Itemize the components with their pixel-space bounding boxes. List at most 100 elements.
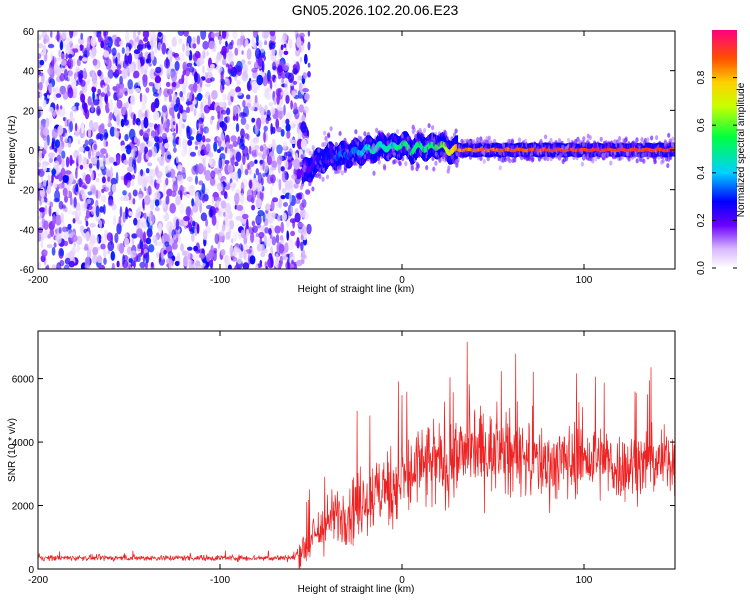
noise-cell — [132, 147, 138, 152]
noise-cell — [72, 104, 75, 111]
noise-cell — [44, 140, 48, 151]
noise-cell — [270, 185, 273, 196]
noise-cell — [147, 122, 154, 128]
noise-cell — [143, 37, 149, 42]
noise-cell — [198, 117, 204, 125]
noise-cell — [115, 83, 120, 94]
noise-cell — [298, 82, 303, 92]
noise-cell — [84, 139, 89, 147]
noise-cell — [227, 100, 232, 106]
noise-cell — [184, 67, 191, 77]
noise-cell — [185, 50, 190, 57]
noise-cell — [39, 72, 44, 77]
noise-cell — [67, 53, 73, 59]
noise-cell — [90, 101, 94, 113]
noise-cell — [159, 252, 162, 263]
noise-cell — [174, 56, 181, 61]
noise-cell — [234, 161, 239, 167]
noise-cell — [83, 202, 88, 209]
noise-cell — [99, 206, 104, 213]
noise-cell — [103, 128, 108, 141]
noise-cell — [158, 223, 163, 235]
noise-cell — [97, 69, 102, 77]
noise-cell — [220, 109, 227, 115]
colorbar-axis: 0.0 0.2 0.4 0.6 0.8 — [696, 70, 737, 275]
noise-cell — [76, 105, 79, 111]
noise-cell — [199, 78, 203, 88]
noise-cell — [185, 101, 193, 106]
signal-halo-cell — [376, 156, 381, 162]
noise-cell — [227, 163, 234, 174]
signal-halo-cell — [327, 160, 331, 166]
noise-cell — [42, 179, 47, 187]
noise-cell — [116, 114, 120, 126]
noise-cell — [226, 115, 231, 123]
noise-cell — [89, 222, 96, 228]
noise-cell — [276, 126, 282, 133]
noise-cell — [240, 31, 244, 37]
snr-series-line — [38, 341, 675, 569]
noise-cell — [38, 232, 42, 242]
noise-cell — [239, 138, 244, 144]
noise-cell — [216, 220, 219, 231]
noise-cell — [263, 131, 266, 143]
noise-cell — [64, 132, 68, 143]
noise-cell — [290, 100, 293, 110]
noise-cell — [215, 200, 220, 208]
signal-halo-cell — [376, 145, 380, 151]
noise-cell — [41, 197, 45, 203]
noise-cell — [171, 36, 177, 48]
noise-cell — [122, 190, 127, 196]
noise-cell — [210, 63, 215, 69]
noise-cell — [59, 72, 65, 82]
noise-cell — [177, 112, 181, 120]
signal-halo-cell — [477, 151, 481, 157]
noise-cell — [143, 195, 151, 206]
noise-cell — [235, 215, 243, 221]
y-tick-label: -40 — [20, 225, 35, 236]
noise-cell — [91, 86, 97, 93]
noise-cell — [264, 227, 270, 234]
signal-halo-cell — [400, 133, 404, 139]
noise-cell — [271, 144, 275, 153]
noise-cell — [202, 50, 206, 59]
noise-cell — [181, 74, 185, 84]
signal-halo-cell — [557, 138, 562, 144]
noise-cell — [166, 188, 173, 197]
noise-cell — [140, 247, 144, 255]
noise-cell — [49, 114, 52, 124]
noise-cell — [124, 237, 130, 248]
noise-cell — [254, 144, 260, 151]
signal-halo-cell — [609, 160, 613, 166]
signal-halo-cell — [375, 127, 379, 133]
noise-cell — [63, 264, 70, 269]
signal-halo-cell — [544, 134, 548, 140]
noise-cell — [135, 208, 141, 219]
noise-cell — [287, 72, 295, 84]
signal-halo-cell — [646, 137, 650, 143]
noise-cell — [246, 102, 252, 108]
noise-cell — [206, 50, 209, 57]
noise-cell — [166, 258, 173, 265]
noise-cell — [189, 66, 195, 73]
noise-cell — [294, 212, 301, 223]
noise-cell — [236, 91, 243, 96]
noise-cell — [139, 56, 146, 65]
noise-cell — [204, 71, 208, 81]
noise-cell — [240, 116, 247, 126]
noise-cell — [60, 53, 65, 60]
noise-cell — [296, 237, 300, 249]
signal-halo-cell — [485, 139, 489, 145]
noise-cell — [103, 257, 107, 265]
signal-halo-cell — [627, 156, 631, 162]
noise-cell — [111, 47, 117, 56]
noise-cell — [193, 82, 198, 93]
noise-cell — [86, 205, 93, 211]
noise-cell — [175, 227, 181, 239]
noise-cell — [177, 31, 185, 37]
noise-cell — [211, 115, 215, 121]
noise-cell — [218, 157, 223, 169]
noise-cell — [43, 250, 48, 255]
noise-cell — [51, 128, 58, 140]
